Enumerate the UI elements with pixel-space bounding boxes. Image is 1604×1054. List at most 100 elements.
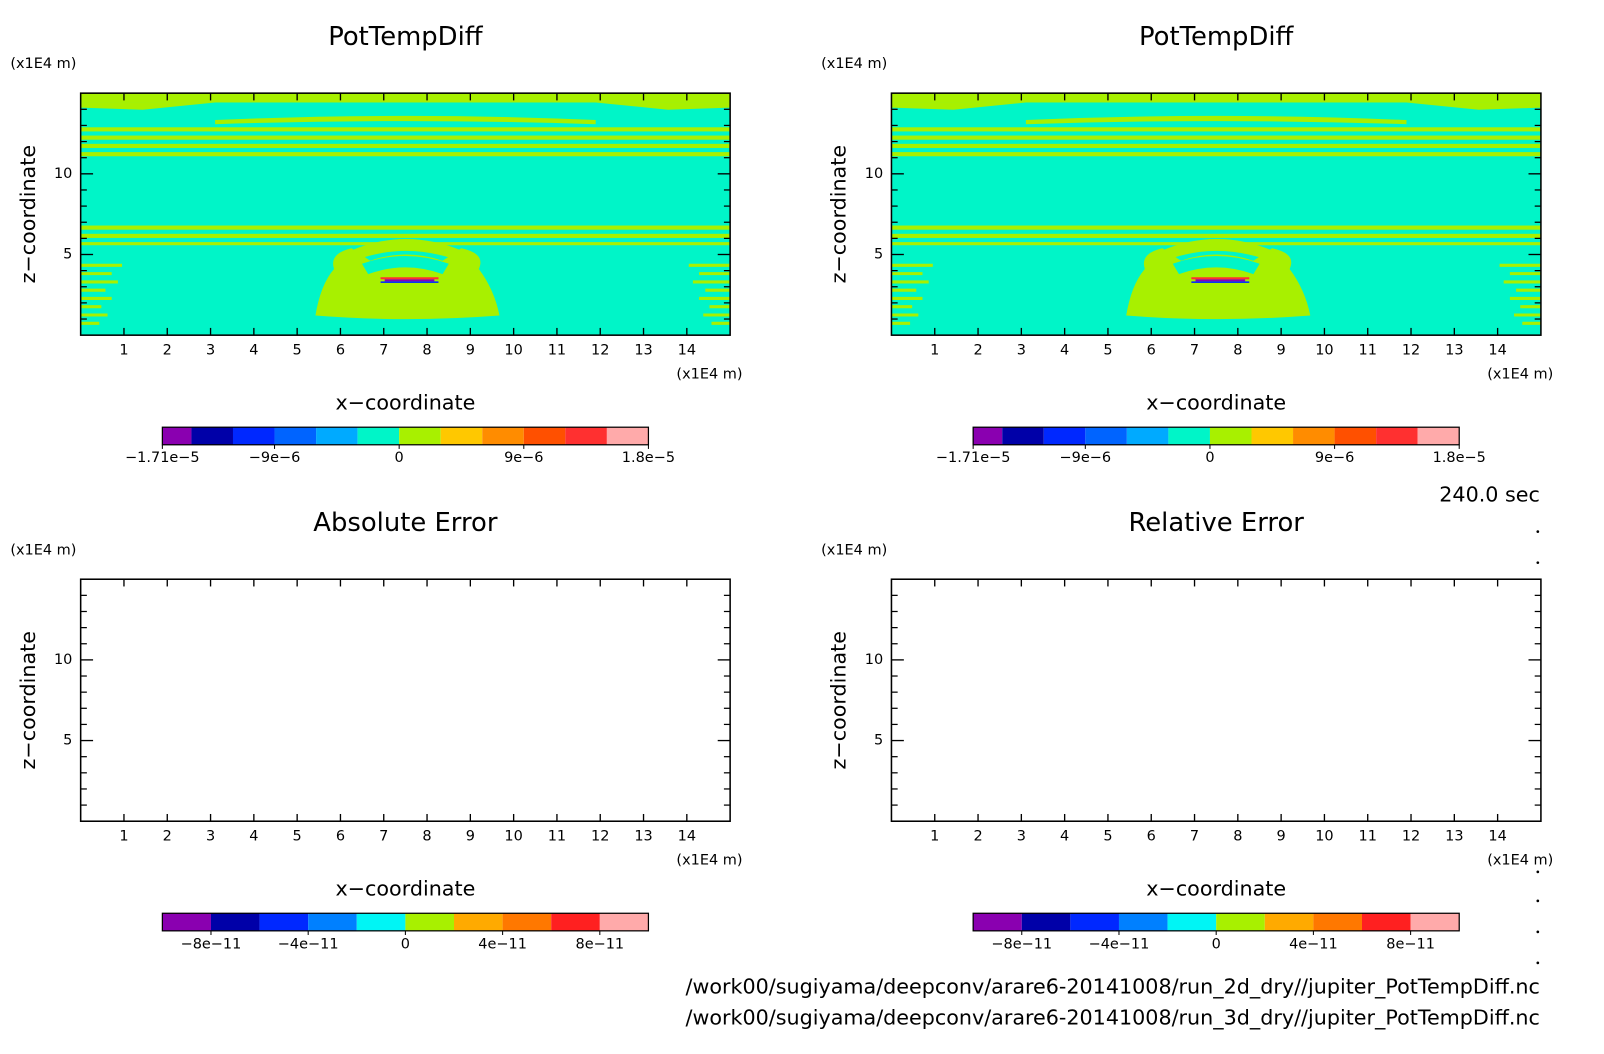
x-tick-label: 10 — [504, 343, 522, 359]
panel: Absolute Error (x1E4 m) (x1E4 m) x−coordina… — [10, 508, 742, 952]
colorbar-segment — [1002, 427, 1044, 445]
y-axis-label: z−coordinate — [827, 145, 851, 283]
colorbar-segment — [405, 913, 455, 931]
y-axis-label: z−coordinate — [827, 631, 851, 769]
colorbar-segment — [259, 913, 309, 931]
y-unit: (x1E4 m) — [10, 542, 76, 558]
x-unit: (x1E4 m) — [1487, 853, 1553, 869]
colorbar-tick-label: 4e−11 — [478, 936, 527, 952]
x-tick-label: 1 — [119, 829, 128, 845]
x-tick-label: 1 — [930, 829, 939, 845]
colorbar-tick-label: −9e−6 — [1060, 450, 1112, 466]
colorbar-segment — [356, 913, 406, 931]
colorbar-segment — [162, 427, 192, 445]
y-unit: (x1E4 m) — [821, 56, 887, 72]
x-tick-label: 2 — [973, 829, 982, 845]
colorbar-segment — [1168, 427, 1210, 445]
colorbar-segment — [454, 913, 503, 931]
x-unit: (x1E4 m) — [1487, 366, 1553, 382]
colorbar-segment — [599, 913, 649, 931]
x-tick-label: 12 — [1402, 343, 1420, 359]
x-tick-label: 7 — [379, 343, 388, 359]
file-path: /work00/sugiyama/deepconv/arare6-2014100… — [686, 1006, 1540, 1031]
colorbar-segment — [551, 913, 600, 931]
x-tick-label: 9 — [1277, 829, 1286, 845]
x-tick-label: 9 — [466, 343, 475, 359]
colorbar-tick-label: 0 — [1205, 450, 1214, 466]
x-tick-label: 3 — [1017, 343, 1026, 359]
y-unit: (x1E4 m) — [821, 542, 887, 558]
x-unit: (x1E4 m) — [676, 853, 742, 869]
x-tick-label: 6 — [336, 829, 345, 845]
x-tick-label: 3 — [206, 829, 215, 845]
x-tick-label: 11 — [1359, 343, 1377, 359]
colorbar-segment — [523, 427, 566, 445]
x-tick-label: 12 — [591, 829, 609, 845]
colorbar-segment — [1376, 427, 1418, 445]
colorbar-segment — [1334, 427, 1377, 445]
x-unit: (x1E4 m) — [676, 366, 742, 382]
colorbar-tick-label: 9e−6 — [504, 450, 543, 466]
colorbar-segment — [210, 913, 260, 931]
colorbar-tick-label: 8e−11 — [1386, 936, 1435, 952]
chart-title: Absolute Error — [313, 508, 498, 538]
x-tick-label: 4 — [249, 343, 258, 359]
colorbar-segment — [565, 427, 607, 445]
plot-frame — [890, 92, 1542, 336]
colorbar-segment — [1264, 913, 1314, 931]
colorbar-segment — [1021, 913, 1071, 931]
colorbar-tick-label: 0 — [395, 450, 404, 466]
x-tick-label: 4 — [1060, 343, 1069, 359]
colorbar-tick-label: 9e−6 — [1315, 450, 1354, 466]
x-tick-label: 13 — [634, 343, 652, 359]
colorbar-tick-label: 1.8e−5 — [1433, 450, 1486, 466]
x-tick-label: 14 — [1488, 829, 1506, 845]
colorbar-tick-label: −8e−11 — [181, 936, 242, 952]
colorbar-segment — [606, 427, 649, 445]
x-tick-label: 13 — [1445, 829, 1463, 845]
colorbar-segment — [1410, 913, 1460, 931]
x-tick-label: 2 — [973, 343, 982, 359]
colorbar-segment — [308, 913, 357, 931]
x-tick-label: 9 — [1277, 343, 1286, 359]
chart-title: PotTempDiff — [1139, 22, 1295, 52]
colorbar-segment — [1126, 427, 1169, 445]
colorbar-segment — [399, 427, 441, 445]
colorbar-segment — [1043, 427, 1086, 445]
colorbar-segment — [274, 427, 317, 445]
x-tick-label: 7 — [1190, 343, 1199, 359]
x-tick-label: 13 — [634, 829, 652, 845]
x-tick-label: 3 — [206, 343, 215, 359]
x-tick-label: 8 — [1233, 343, 1242, 359]
y-tick-label: 10 — [54, 652, 72, 668]
plot-frame — [890, 578, 1542, 822]
colorbar-segment — [1070, 913, 1119, 931]
y-unit: (x1E4 m) — [10, 56, 76, 72]
x-tick-label: 6 — [1147, 829, 1156, 845]
x-tick-label: 11 — [548, 343, 566, 359]
colorbar-segment — [973, 913, 1022, 931]
y-tick-label: 5 — [874, 246, 883, 262]
x-tick-label: 9 — [466, 829, 475, 845]
panel: PotTempDiff (x1E4 m) (x1E4 m) x−coordinate z… — [821, 22, 1553, 466]
colorbar-segment — [1167, 913, 1217, 931]
x-axis-label: x−coordinate — [1146, 876, 1286, 900]
x-tick-label: 10 — [504, 829, 522, 845]
colorbar-segment — [1417, 427, 1460, 445]
colorbar-segment — [1216, 913, 1265, 931]
x-tick-label: 12 — [591, 343, 609, 359]
colorbar-segment — [1209, 427, 1252, 445]
x-tick-label: 13 — [1445, 343, 1463, 359]
side-dots — [1536, 530, 1540, 965]
x-tick-label: 11 — [548, 829, 566, 845]
y-axis-label: z−coordinate — [16, 631, 40, 769]
file-path: /work00/sugiyama/deepconv/arare6-2014100… — [686, 975, 1540, 1000]
colorbar-tick-label: 0 — [401, 936, 410, 952]
field-panel-1 — [80, 93, 731, 336]
panel: PotTempDiff (x1E4 m) (x1E4 m) x−coordinate z… — [10, 22, 742, 466]
colorbar-segment — [1362, 913, 1411, 931]
chart-title: Relative Error — [1128, 508, 1304, 538]
colorbar-segment — [357, 427, 400, 445]
